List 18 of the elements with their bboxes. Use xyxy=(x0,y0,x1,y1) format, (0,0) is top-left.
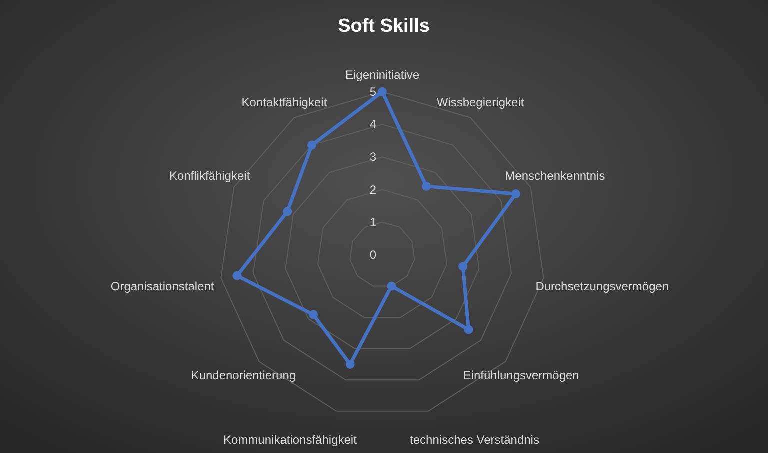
spoke-label: Menschenkenntnis xyxy=(505,169,606,184)
y-tick-label: 2 xyxy=(370,182,377,197)
y-tick-label: 4 xyxy=(370,118,377,132)
spoke-label: Kommunikationsfähigkeit xyxy=(224,433,358,447)
spoke-label: Einfühlungsvermögen xyxy=(463,368,580,382)
spoke-label: Konflikfähigkeit xyxy=(169,169,251,184)
y-tick-label: 1 xyxy=(370,215,377,230)
spoke-label: Durchsetzungsvermögen xyxy=(536,280,670,294)
spoke-label: Eigeninitiative xyxy=(345,68,420,82)
y-tick-label: 0 xyxy=(370,248,377,262)
spoke-label: Kontaktfähigkeit xyxy=(242,95,328,110)
spoke-label: Wissbegierigkeit xyxy=(436,95,525,110)
spoke-label: Kundenorientierung xyxy=(191,368,296,382)
chart-title: Soft Skills xyxy=(338,16,430,37)
spoke-label: Organisationstalent xyxy=(110,280,215,294)
y-tick-label: 3 xyxy=(370,150,377,164)
spoke-label: technisches Verständnis xyxy=(410,433,540,447)
y-tick-label: 5 xyxy=(370,85,377,99)
